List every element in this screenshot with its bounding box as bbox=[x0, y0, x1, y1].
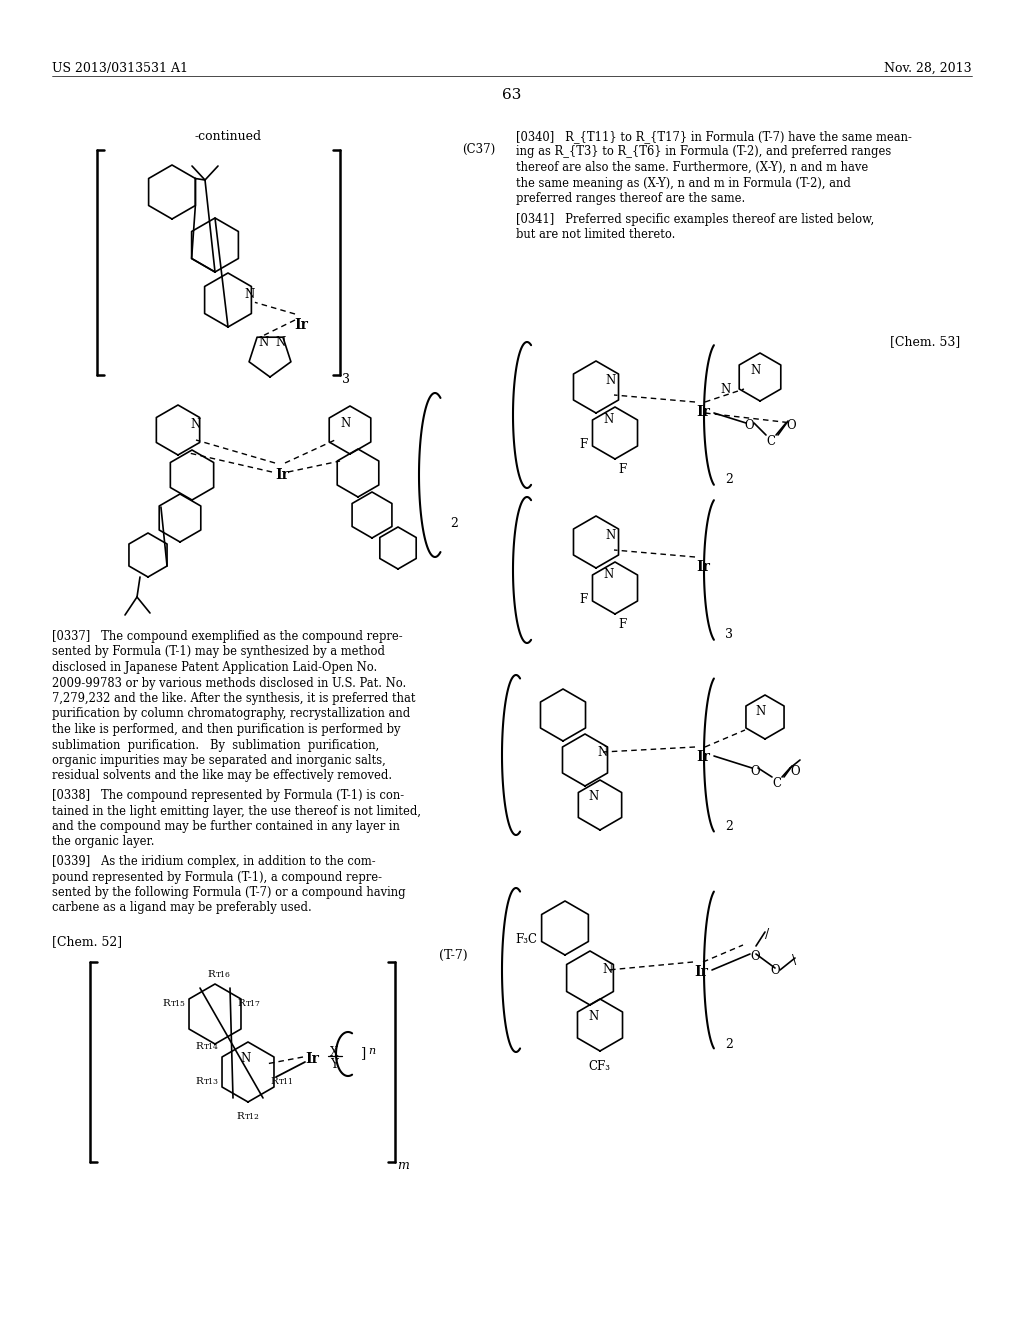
Text: Ir: Ir bbox=[305, 1052, 318, 1067]
Text: 2: 2 bbox=[725, 1038, 733, 1051]
Text: N: N bbox=[605, 529, 615, 543]
Text: the like is performed, and then purification is performed by: the like is performed, and then purifica… bbox=[52, 723, 400, 737]
Text: Ir: Ir bbox=[696, 405, 710, 418]
Text: T14: T14 bbox=[204, 1043, 219, 1051]
Text: O: O bbox=[770, 964, 779, 977]
Text: 2: 2 bbox=[725, 473, 733, 486]
Text: sented by the following Formula (T-7) or a compound having: sented by the following Formula (T-7) or… bbox=[52, 886, 406, 899]
Text: 2009-99783 or by various methods disclosed in U.S. Pat. No.: 2009-99783 or by various methods disclos… bbox=[52, 676, 407, 689]
Text: 2: 2 bbox=[725, 820, 733, 833]
Text: ing as R_{T3} to R_{T6} in Formula (T-2), and preferred ranges: ing as R_{T3} to R_{T6} in Formula (T-2)… bbox=[516, 145, 891, 158]
Text: carbene as a ligand may be preferably used.: carbene as a ligand may be preferably us… bbox=[52, 902, 311, 915]
Text: disclosed in Japanese Patent Application Laid-Open No.: disclosed in Japanese Patent Application… bbox=[52, 661, 377, 675]
Text: 63: 63 bbox=[503, 88, 521, 102]
Text: T16: T16 bbox=[216, 972, 230, 979]
Text: sented by Formula (T-1) may be synthesized by a method: sented by Formula (T-1) may be synthesiz… bbox=[52, 645, 385, 659]
Text: F: F bbox=[618, 618, 627, 631]
Text: purification by column chromatography, recrystallization and: purification by column chromatography, r… bbox=[52, 708, 411, 721]
Text: tained in the light emitting layer, the use thereof is not limited,: tained in the light emitting layer, the … bbox=[52, 804, 421, 817]
Text: pound represented by Formula (T-1), a compound repre-: pound represented by Formula (T-1), a co… bbox=[52, 870, 382, 883]
Text: [0341]   Preferred specific examples thereof are listed below,: [0341] Preferred specific examples there… bbox=[516, 213, 874, 226]
Text: F: F bbox=[579, 438, 587, 451]
Text: N: N bbox=[603, 568, 613, 581]
Text: and the compound may be further contained in any layer in: and the compound may be further containe… bbox=[52, 820, 400, 833]
Text: F: F bbox=[618, 463, 627, 477]
Text: n: n bbox=[368, 1045, 375, 1056]
Text: /: / bbox=[765, 928, 769, 941]
Text: ]: ] bbox=[361, 1045, 367, 1060]
Text: T12: T12 bbox=[245, 1113, 260, 1121]
Text: N: N bbox=[258, 337, 268, 350]
Text: N: N bbox=[750, 364, 760, 378]
Text: thereof are also the same. Furthermore, (X-Y), n and m have: thereof are also the same. Furthermore, … bbox=[516, 161, 868, 174]
Text: N: N bbox=[602, 964, 612, 975]
Text: [0338]   The compound represented by Formula (T-1) is con-: [0338] The compound represented by Formu… bbox=[52, 789, 404, 803]
Text: (C37): (C37) bbox=[462, 143, 496, 156]
Text: [0339]   As the iridium complex, in addition to the com-: [0339] As the iridium complex, in additi… bbox=[52, 855, 376, 869]
Text: m: m bbox=[397, 1159, 409, 1172]
Text: \: \ bbox=[792, 954, 797, 968]
Text: X: X bbox=[330, 1045, 338, 1059]
Text: N: N bbox=[588, 1010, 598, 1023]
Text: 2: 2 bbox=[450, 517, 458, 531]
Text: Y: Y bbox=[330, 1059, 338, 1071]
Text: residual solvents and the like may be effectively removed.: residual solvents and the like may be ef… bbox=[52, 770, 392, 783]
Text: O: O bbox=[786, 418, 796, 432]
Text: T17: T17 bbox=[246, 1001, 261, 1008]
Text: N: N bbox=[720, 383, 730, 396]
Text: F: F bbox=[579, 593, 587, 606]
Text: Ir: Ir bbox=[696, 750, 710, 764]
Text: O: O bbox=[790, 766, 800, 777]
Text: N: N bbox=[755, 705, 765, 718]
Text: [Chem. 53]: [Chem. 53] bbox=[890, 335, 961, 348]
Text: Ir: Ir bbox=[696, 560, 710, 574]
Text: [Chem. 52]: [Chem. 52] bbox=[52, 935, 122, 948]
Text: 3: 3 bbox=[342, 374, 350, 385]
Text: Ir: Ir bbox=[294, 318, 308, 333]
Text: but are not limited thereto.: but are not limited thereto. bbox=[516, 228, 676, 242]
Text: N: N bbox=[274, 337, 285, 350]
Text: (T-7): (T-7) bbox=[439, 949, 468, 962]
Text: sublimation  purification.   By  sublimation  purification,: sublimation purification. By sublimation… bbox=[52, 738, 379, 751]
Text: [0340]   R_{T11} to R_{T17} in Formula (T-7) have the same mean-: [0340] R_{T11} to R_{T17} in Formula (T-… bbox=[516, 129, 912, 143]
Text: R: R bbox=[237, 999, 245, 1008]
Text: N: N bbox=[603, 413, 613, 426]
Text: C: C bbox=[772, 777, 781, 789]
Text: N: N bbox=[597, 746, 607, 759]
Text: Ir: Ir bbox=[275, 469, 289, 482]
Text: C: C bbox=[766, 436, 775, 447]
Text: O: O bbox=[744, 418, 754, 432]
Text: R: R bbox=[270, 1077, 278, 1086]
Text: R: R bbox=[162, 999, 170, 1008]
Text: the same meaning as (X-Y), n and m in Formula (T-2), and: the same meaning as (X-Y), n and m in Fo… bbox=[516, 177, 851, 190]
Text: Ir: Ir bbox=[694, 965, 708, 979]
Text: T13: T13 bbox=[204, 1078, 219, 1086]
Text: N: N bbox=[190, 418, 201, 432]
Text: preferred ranges thereof are the same.: preferred ranges thereof are the same. bbox=[516, 191, 745, 205]
Text: R: R bbox=[236, 1111, 244, 1121]
Text: the organic layer.: the organic layer. bbox=[52, 836, 155, 849]
Text: N: N bbox=[240, 1052, 250, 1065]
Text: R: R bbox=[195, 1041, 203, 1051]
Text: organic impurities may be separated and inorganic salts,: organic impurities may be separated and … bbox=[52, 754, 386, 767]
Text: N: N bbox=[605, 374, 615, 387]
Text: O: O bbox=[750, 950, 760, 964]
Text: R: R bbox=[195, 1077, 203, 1086]
Text: CF₃: CF₃ bbox=[588, 1060, 610, 1073]
Text: R: R bbox=[207, 970, 215, 979]
Text: N: N bbox=[340, 417, 350, 430]
Text: T11: T11 bbox=[279, 1078, 294, 1086]
Text: O: O bbox=[750, 766, 760, 777]
Text: 7,279,232 and the like. After the synthesis, it is preferred that: 7,279,232 and the like. After the synthe… bbox=[52, 692, 416, 705]
Text: Nov. 28, 2013: Nov. 28, 2013 bbox=[885, 62, 972, 75]
Text: F₃C: F₃C bbox=[515, 933, 537, 946]
Text: T15: T15 bbox=[171, 1001, 186, 1008]
Text: 3: 3 bbox=[725, 628, 733, 642]
Text: US 2013/0313531 A1: US 2013/0313531 A1 bbox=[52, 62, 188, 75]
Text: N: N bbox=[588, 789, 598, 803]
Text: N: N bbox=[244, 288, 254, 301]
Text: [0337]   The compound exemplified as the compound repre-: [0337] The compound exemplified as the c… bbox=[52, 630, 402, 643]
Text: -continued: -continued bbox=[195, 129, 261, 143]
